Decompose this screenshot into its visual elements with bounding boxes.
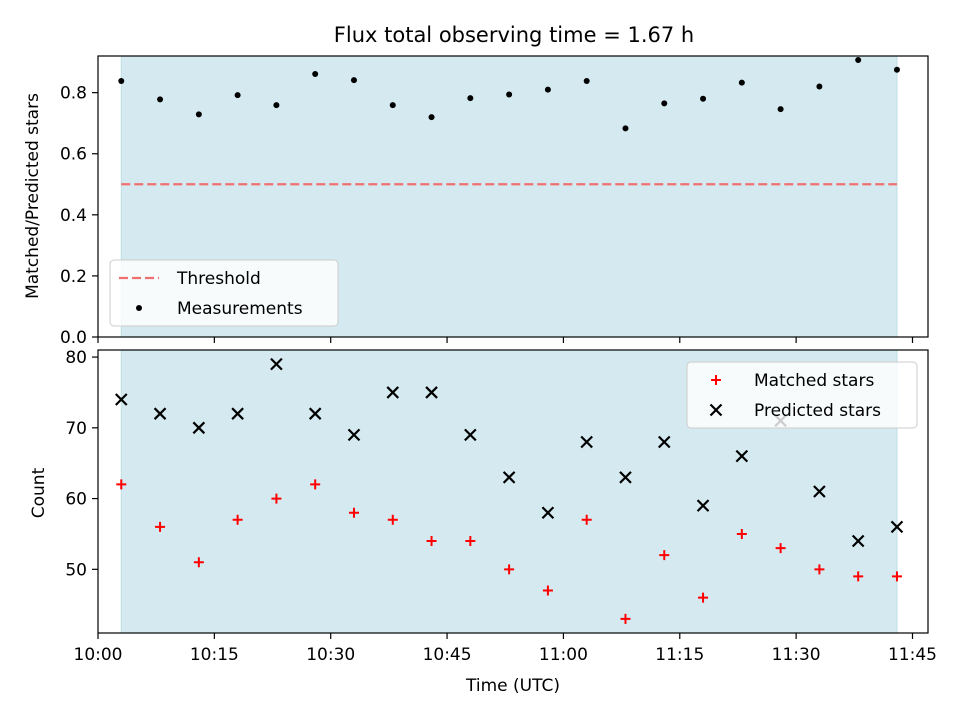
matched-star-point xyxy=(465,536,476,547)
matched-star-point xyxy=(853,571,864,582)
predicted-star-point xyxy=(735,449,749,463)
matched-star-point xyxy=(659,550,670,561)
predicted-star-point xyxy=(851,534,865,548)
top-legend xyxy=(109,259,339,327)
matched-star-point xyxy=(155,521,166,532)
measurement-point xyxy=(583,78,590,85)
legend-entry-label: Matched stars xyxy=(754,371,874,391)
measurement-point xyxy=(428,114,435,121)
measurement-point xyxy=(855,56,862,63)
matched-star-point xyxy=(542,585,553,596)
predicted-star-point xyxy=(270,357,283,371)
matched-star-point xyxy=(271,493,282,504)
predicted-star-point xyxy=(153,407,167,420)
measurement-point xyxy=(195,111,202,118)
predicted-star-point xyxy=(580,435,593,449)
measurement-point xyxy=(506,91,513,98)
measurement-point xyxy=(157,96,164,103)
predicted-star-point xyxy=(541,506,555,520)
top-y-tick-label: 0.0 xyxy=(60,328,87,348)
top-y-tick-label: 0.6 xyxy=(60,145,87,165)
legend-matched-swatch xyxy=(711,375,721,385)
predicted-star-point xyxy=(619,471,632,484)
top-axes-frame xyxy=(97,55,929,338)
count-panel: 10:00 10:15 10:30 10:45 11:00 11:15 11:30 11:45… xyxy=(65,348,937,665)
x-tick-label: 10:00 xyxy=(74,645,123,665)
matched-star-point xyxy=(426,536,437,547)
x-tick-label: 10:30 xyxy=(306,645,355,665)
measurement-point xyxy=(467,95,474,102)
x-axis-label: Time (UTC) xyxy=(465,676,560,696)
predicted-star-point xyxy=(657,435,671,449)
measurement-point xyxy=(234,92,241,99)
measurement-point xyxy=(389,102,396,109)
top-y-tick-label: 0.8 xyxy=(60,84,87,104)
matched-star-point xyxy=(504,564,515,575)
bottom-y-tick-label: 60 xyxy=(65,490,87,510)
predicted-star-point xyxy=(696,499,710,512)
predicted-star-point xyxy=(502,471,516,484)
top-y-tick-label: 0.4 xyxy=(60,206,87,226)
matched-star-point xyxy=(581,514,592,525)
ratio-panel: 0.0 0.2 0.4 0.6 0.8 Threshold Measurements xyxy=(60,55,929,348)
measurement-point xyxy=(273,102,280,109)
matched-star-point xyxy=(620,613,631,624)
matched-star-point xyxy=(387,514,398,525)
bottom-legend xyxy=(686,361,918,429)
matched-star-point xyxy=(891,571,902,582)
measurement-point xyxy=(622,125,629,132)
bottom-y-axis-label: Count xyxy=(29,467,49,518)
matched-star-point xyxy=(814,564,825,575)
measurement-point xyxy=(312,71,319,78)
chart-title: Flux total observing time = 1.67 h xyxy=(334,23,694,47)
bottom-y-tick-label: 50 xyxy=(65,560,87,580)
predicted-star-point xyxy=(347,428,361,442)
matched-star-point xyxy=(348,507,359,518)
predicted-star-point xyxy=(308,407,322,420)
measurement-point xyxy=(118,78,125,85)
legend-predicted-swatch xyxy=(709,403,723,417)
predicted-star-point xyxy=(813,485,826,498)
measurement-point xyxy=(661,100,668,107)
legend-entry-label: Threshold xyxy=(176,269,261,289)
measurement-point xyxy=(893,66,900,73)
predicted-star-point xyxy=(114,393,128,406)
bottom-y-tick-label: 70 xyxy=(65,419,87,439)
measurement-point xyxy=(350,77,357,84)
x-tick-label: 11:00 xyxy=(539,645,588,665)
predicted-star-point xyxy=(890,520,904,534)
predicted-star-point xyxy=(231,407,244,420)
measurement-point xyxy=(700,95,707,102)
top-y-tick-label: 0.2 xyxy=(60,267,87,287)
x-tick-label: 10:15 xyxy=(190,645,239,665)
matched-star-point xyxy=(698,592,709,603)
measurement-point xyxy=(777,106,784,113)
x-tick-label: 11:30 xyxy=(772,645,821,665)
legend-entry-label: Predicted stars xyxy=(754,401,881,421)
x-tick-label: 11:15 xyxy=(655,645,704,665)
matched-star-point xyxy=(775,543,786,554)
matched-star-point xyxy=(736,528,747,539)
matched-star-point xyxy=(310,479,321,490)
measurement-point xyxy=(738,79,745,86)
measurement-point xyxy=(544,86,551,93)
measurement-point xyxy=(816,83,823,90)
matched-star-point xyxy=(116,479,127,490)
matched-star-point xyxy=(232,514,243,525)
bottom-y-tick-label: 80 xyxy=(65,348,87,368)
matched-star-point xyxy=(193,557,204,568)
x-tick-label: 10:45 xyxy=(423,645,472,665)
bottom-axes-frame xyxy=(97,349,929,634)
legend-entry-label: Measurements xyxy=(177,299,303,319)
predicted-star-point xyxy=(464,428,477,442)
predicted-star-point xyxy=(386,386,400,399)
x-tick-label: 11:45 xyxy=(888,645,937,665)
predicted-star-point xyxy=(192,421,206,435)
top-y-axis-label: Matched/Predicted stars xyxy=(23,93,43,299)
legend-measurement-swatch xyxy=(136,305,142,311)
predicted-star-point xyxy=(425,386,438,399)
